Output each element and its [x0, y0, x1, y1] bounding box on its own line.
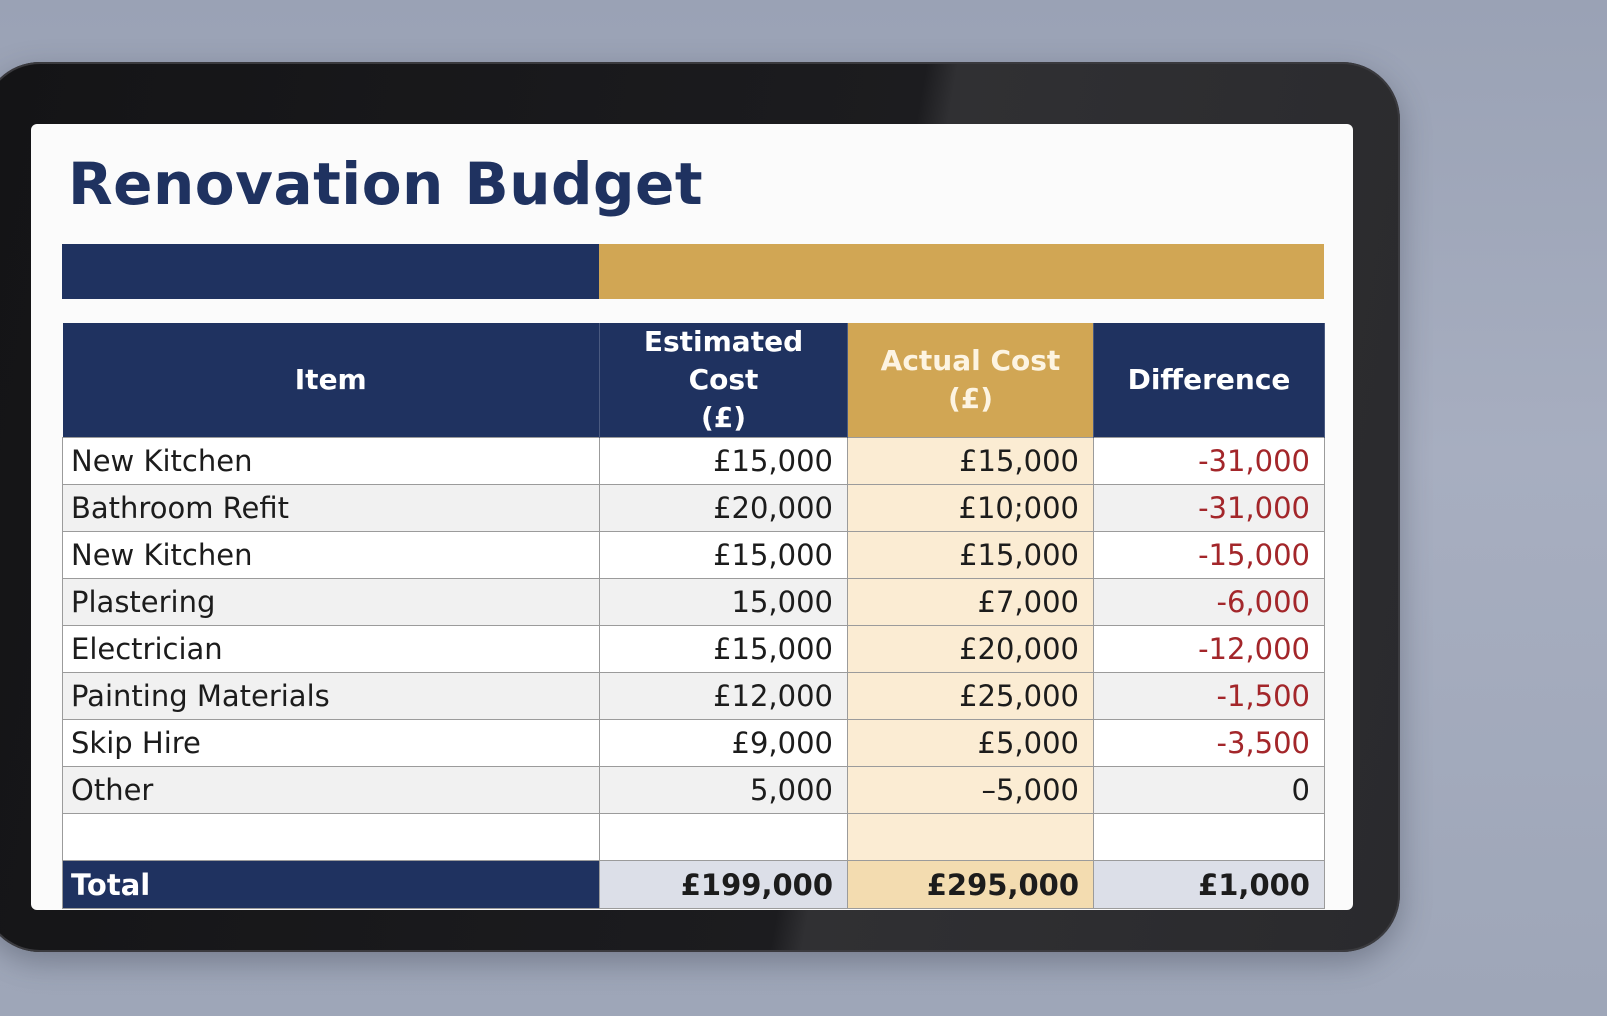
item-cell[interactable]: Plastering [62, 578, 600, 626]
column-header-difference[interactable]: Difference [1093, 323, 1325, 438]
estimated-cost-cell[interactable]: 5,000 [599, 766, 848, 814]
table-row: Other 5,000 –5,000 0 [62, 766, 1325, 814]
actual-cost-cell[interactable]: £7,000 [847, 578, 1094, 626]
total-difference[interactable]: £1,000 [1093, 860, 1325, 909]
item-cell[interactable]: New Kitchen [62, 437, 600, 485]
table-row: Electrician £15,000 £20,000 -12,000 [62, 625, 1325, 673]
item-cell[interactable]: Painting Materials [62, 672, 600, 720]
actual-cost-cell[interactable]: £20,000 [847, 625, 1094, 673]
difference-cell[interactable]: 0 [1093, 766, 1325, 814]
difference-cell[interactable]: -12,000 [1093, 625, 1325, 673]
item-cell[interactable]: New Kitchen [62, 531, 600, 579]
item-cell[interactable] [62, 813, 600, 861]
table-row: New Kitchen £15,000 £15,000 -31,000 [62, 437, 1325, 485]
estimated-cost-cell[interactable]: £12,000 [599, 672, 848, 720]
actual-cost-cell[interactable]: –5,000 [847, 766, 1094, 814]
actual-cost-cell[interactable]: £10;000 [847, 484, 1094, 532]
actual-cost-cell[interactable]: £25,000 [847, 672, 1094, 720]
difference-cell[interactable]: -15,000 [1093, 531, 1325, 579]
estimated-cost-cell[interactable]: £15,000 [599, 531, 848, 579]
table-header-row: Item Estimated Cost (£) Actual Cost (£) Di… [62, 323, 1325, 438]
header-banner-gold [599, 244, 1324, 299]
total-estimated-cost[interactable]: £199,000 [599, 860, 848, 909]
table-row: Bathroom Refit £20,000 £10;000 -31,000 [62, 484, 1325, 532]
item-cell[interactable]: Bathroom Refit [62, 484, 600, 532]
estimated-cost-cell[interactable] [599, 813, 848, 861]
difference-cell[interactable]: -31,000 [1093, 437, 1325, 485]
difference-cell[interactable] [1093, 813, 1325, 861]
column-header-estimated-cost[interactable]: Estimated Cost (£) [599, 323, 848, 438]
item-cell[interactable]: Other [62, 766, 600, 814]
column-header-item[interactable]: Item [62, 323, 600, 438]
estimated-cost-cell[interactable]: £9,000 [599, 719, 848, 767]
total-actual-cost[interactable]: £295,000 [847, 860, 1094, 909]
actual-cost-cell[interactable]: £15,000 [847, 437, 1094, 485]
difference-cell[interactable]: -1,500 [1093, 672, 1325, 720]
table-row: Painting Materials £12,000 £25,000 -1,50… [62, 672, 1325, 720]
column-header-actual-cost[interactable]: Actual Cost (£) [847, 323, 1094, 438]
header-banner-navy [62, 244, 599, 299]
item-cell[interactable]: Skip Hire [62, 719, 600, 767]
difference-cell[interactable]: -3,500 [1093, 719, 1325, 767]
estimated-cost-cell[interactable]: £15,000 [599, 437, 848, 485]
total-row: Total £199,000 £295,000 £1,000 [62, 860, 1325, 909]
budget-table: Item Estimated Cost (£) Actual Cost (£) Di… [62, 323, 1325, 909]
actual-cost-cell[interactable] [847, 813, 1094, 861]
table-row-empty [62, 813, 1325, 861]
estimated-cost-cell[interactable]: 15,000 [599, 578, 848, 626]
estimated-cost-cell[interactable]: £20,000 [599, 484, 848, 532]
difference-cell[interactable]: -6,000 [1093, 578, 1325, 626]
item-cell[interactable]: Electrician [62, 625, 600, 673]
table-row: Skip Hire £9,000 £5,000 -3,500 [62, 719, 1325, 767]
actual-cost-cell[interactable]: £15,000 [847, 531, 1094, 579]
difference-cell[interactable]: -31,000 [1093, 484, 1325, 532]
actual-cost-cell[interactable]: £5,000 [847, 719, 1094, 767]
estimated-cost-cell[interactable]: £15,000 [599, 625, 848, 673]
page-title: Renovation Budget [68, 150, 704, 218]
total-label: Total [62, 860, 600, 909]
table-row: New Kitchen £15,000 £15,000 -15,000 [62, 531, 1325, 579]
table-row: Plastering 15,000 £7,000 -6,000 [62, 578, 1325, 626]
